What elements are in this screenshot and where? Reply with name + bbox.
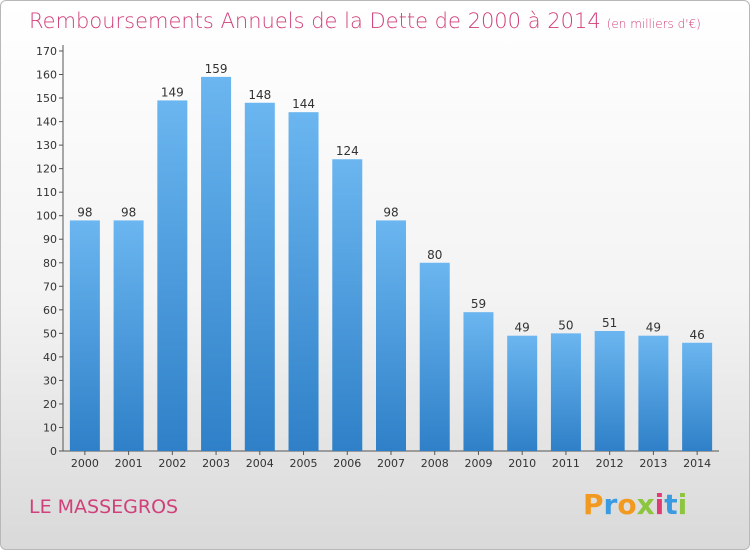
- bar: [332, 159, 363, 451]
- location-label: LE MASSEGROS: [29, 496, 179, 518]
- data-label: 98: [383, 205, 398, 219]
- logo-letter: i: [677, 488, 688, 521]
- y-tick-label: 90: [43, 233, 57, 246]
- y-tick-label: 20: [43, 398, 57, 411]
- data-label: 159: [205, 62, 228, 76]
- bar: [682, 342, 713, 451]
- logo-letter: t: [664, 488, 678, 521]
- proxiti-logo: Proxiti: [583, 488, 687, 521]
- logo-letter: i: [654, 488, 665, 521]
- data-label: 49: [515, 321, 530, 335]
- data-label: 49: [646, 321, 661, 335]
- y-tick-label: 110: [36, 186, 57, 199]
- x-tick-label: 2010: [508, 457, 536, 470]
- x-tick-label: 2002: [158, 457, 186, 470]
- data-label: 144: [292, 97, 315, 111]
- bar: [638, 335, 669, 451]
- x-tick-label: 2003: [202, 457, 230, 470]
- y-tick-label: 160: [36, 69, 57, 82]
- y-tick-label: 80: [43, 257, 57, 270]
- data-label: 148: [248, 88, 271, 102]
- logo-letter: P: [583, 488, 604, 521]
- y-tick-label: 40: [43, 351, 57, 364]
- y-tick-label: 70: [43, 280, 57, 293]
- bar: [507, 335, 538, 451]
- data-label: 59: [471, 297, 486, 311]
- bar: [550, 333, 581, 451]
- title-text: Remboursements Annuels de la Dette de 20…: [29, 9, 601, 33]
- y-tick-label: 170: [36, 45, 57, 58]
- x-tick-label: 2004: [246, 457, 274, 470]
- x-tick-label: 2001: [115, 457, 143, 470]
- x-tick-label: 2007: [377, 457, 405, 470]
- y-tick-label: 60: [43, 304, 57, 317]
- x-tick-label: 2005: [290, 457, 318, 470]
- logo-letter: r: [603, 488, 618, 521]
- y-tick-label: 150: [36, 92, 57, 105]
- bar: [201, 76, 232, 451]
- y-tick-label: 10: [43, 421, 57, 434]
- logo-letter: x: [636, 488, 655, 521]
- data-label: 149: [161, 85, 184, 99]
- y-tick-label: 120: [36, 163, 57, 176]
- y-tick-label: 100: [36, 210, 57, 223]
- bar: [69, 220, 100, 451]
- data-label: 51: [602, 316, 617, 330]
- data-label: 50: [558, 318, 573, 332]
- bar: [244, 102, 275, 451]
- data-label: 80: [427, 248, 442, 262]
- bar: [594, 331, 625, 451]
- bar: [463, 312, 494, 451]
- x-tick-label: 2006: [333, 457, 361, 470]
- y-tick-label: 0: [50, 445, 57, 458]
- bar: [419, 262, 450, 451]
- data-label: 124: [336, 144, 359, 158]
- logo-letter: o: [617, 488, 637, 521]
- bar: [376, 220, 406, 451]
- y-tick-label: 30: [43, 374, 57, 387]
- y-tick-label: 130: [36, 139, 57, 152]
- y-tick-label: 140: [36, 116, 57, 129]
- x-tick-label: 2008: [421, 457, 449, 470]
- y-tick-label: 50: [43, 327, 57, 340]
- x-tick-label: 2011: [552, 457, 580, 470]
- x-tick-label: 2013: [639, 457, 667, 470]
- chart-title: Remboursements Annuels de la Dette de 20…: [29, 9, 701, 33]
- bar: [288, 112, 319, 452]
- chart-subtitle: (en milliers d'€): [606, 17, 701, 31]
- x-tick-label: 2014: [683, 457, 711, 470]
- x-tick-label: 2012: [596, 457, 624, 470]
- data-label: 98: [77, 205, 92, 219]
- x-tick-label: 2009: [464, 457, 492, 470]
- data-label: 98: [121, 205, 136, 219]
- x-tick-label: 2000: [71, 457, 99, 470]
- bar: [157, 100, 188, 451]
- bar: [113, 220, 144, 451]
- data-label: 46: [689, 328, 704, 342]
